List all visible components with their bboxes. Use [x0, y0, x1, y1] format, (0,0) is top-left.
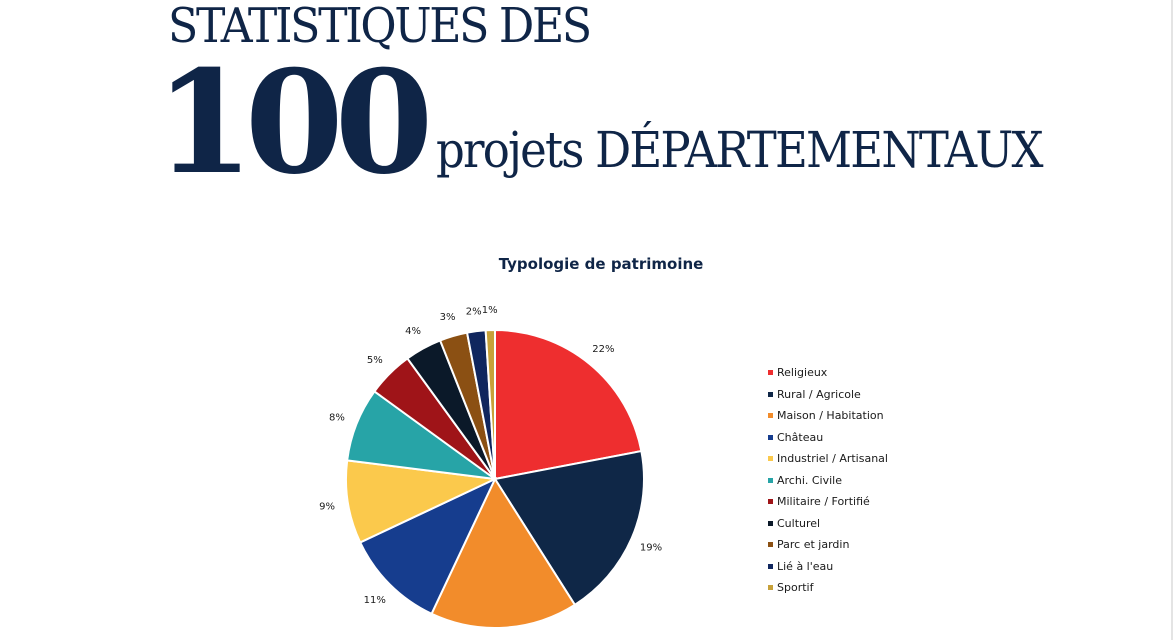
legend-label: Industriel / Artisanal [777, 452, 888, 466]
legend-swatch [768, 477, 773, 483]
legend-item: Archi. Civile [768, 470, 888, 492]
legend-item: Religieux [768, 362, 888, 384]
heading-subtitle: projets DÉPARTEMENTAUX [436, 121, 1044, 179]
heading-number: 100 [155, 40, 433, 206]
chart-legend: Religieux Rural / Agricole Maison / Habita… [768, 362, 888, 599]
legend-swatch [768, 542, 773, 548]
legend-label: Maison / Habitation [777, 409, 884, 423]
legend-swatch [768, 563, 773, 569]
legend-swatch [768, 456, 773, 462]
legend-swatch [768, 585, 773, 591]
legend-item: Rural / Agricole [768, 384, 888, 406]
legend-label: Sportif [777, 581, 814, 595]
legend-label: Archi. Civile [777, 473, 843, 487]
heading-line1: STATISTIQUES DES [168, 0, 592, 54]
legend-item: Sportif [768, 577, 888, 599]
legend-item: Lié à l'eau [768, 556, 888, 578]
legend-swatch [768, 499, 773, 505]
slice-percent-label: 11% [364, 595, 386, 606]
page-edge [1171, 0, 1173, 640]
pie-slice [345, 459, 499, 544]
pie-slice [358, 476, 498, 616]
legend-label: Rural / Agricole [777, 387, 861, 401]
slice-percent-label: 5% [367, 355, 383, 366]
legend-swatch [768, 413, 773, 419]
slice-percent-label: 22% [592, 344, 614, 355]
pie-slice [484, 328, 496, 480]
legend-swatch [768, 391, 773, 397]
pie-slice [494, 328, 643, 481]
slice-percent-label: 9% [319, 502, 335, 513]
pie-slice [430, 476, 577, 629]
slice-percent-label: 2% [466, 306, 482, 317]
slice-percent-label: 4% [405, 326, 421, 337]
legend-swatch [768, 370, 773, 376]
slice-percent-label: 3% [440, 312, 456, 323]
legend-item: Parc et jardin [768, 534, 888, 556]
legend-swatch [768, 520, 773, 526]
slice-percent-label: 19% [640, 543, 662, 554]
pie-slice [493, 449, 645, 607]
chart-title: Typologie de patrimoine [498, 255, 704, 273]
legend-label: Religieux [777, 366, 828, 380]
legend-label: Culturel [777, 516, 821, 530]
legend-swatch [768, 434, 773, 440]
legend-item: Militaire / Fortifié [768, 491, 888, 513]
legend-label: Lié à l'eau [777, 559, 834, 573]
legend-label: Parc et jardin [777, 538, 850, 552]
legend-label: Militaire / Fortifié [777, 495, 870, 509]
legend-item: Maison / Habitation [768, 405, 888, 427]
legend-label: Château [777, 430, 824, 444]
slice-percent-label: 8% [329, 412, 345, 423]
legend-item: Culturel [768, 513, 888, 535]
legend-item: Château [768, 427, 888, 449]
legend-item: Industriel / Artisanal [768, 448, 888, 470]
slice-percent-label: 1% [482, 305, 498, 316]
